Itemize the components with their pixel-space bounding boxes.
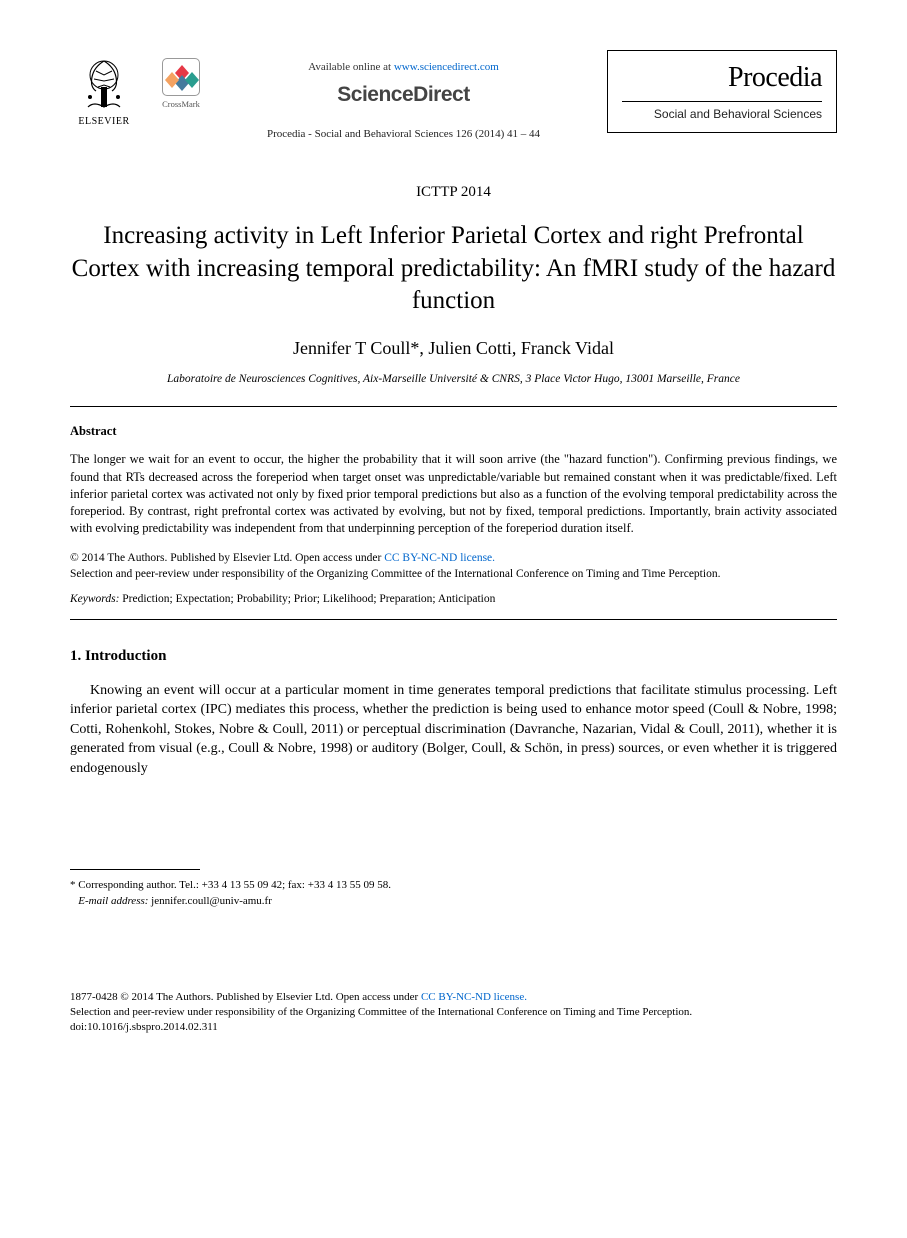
crossmark-label: CrossMark	[162, 99, 200, 110]
sciencedirect-logo: ScienceDirect	[200, 81, 607, 109]
section-1-body: Knowing an event will occur at a particu…	[70, 681, 837, 779]
procedia-box: Procedia Social and Behavioral Sciences	[607, 50, 837, 133]
keywords-line: Keywords: Prediction; Expectation; Proba…	[70, 592, 837, 608]
left-logos: ELSEVIER CrossMark	[70, 50, 200, 128]
abstract-label: Abstract	[70, 423, 837, 440]
license-link[interactable]: CC BY-NC-ND license.	[384, 552, 495, 564]
email-address: jennifer.coull@univ-amu.fr	[148, 895, 271, 907]
procedia-title: Procedia	[622, 59, 822, 102]
procedia-subtitle: Social and Behavioral Sciences	[622, 106, 822, 122]
copyright-block: © 2014 The Authors. Published by Elsevie…	[70, 550, 837, 582]
corresponding-author: * Corresponding author. Tel.: +33 4 13 5…	[70, 878, 837, 894]
footer-doi: doi:10.1016/j.sbspro.2014.02.311	[70, 1021, 218, 1033]
footnote-separator	[70, 869, 200, 870]
copyright-line1-prefix: © 2014 The Authors. Published by Elsevie…	[70, 552, 295, 564]
available-online: Available online at www.sciencedirect.co…	[200, 60, 607, 75]
footer-line1-prefix: 1877-0428 © 2014 The Authors. Published …	[70, 991, 336, 1003]
footer-block: 1877-0428 © 2014 The Authors. Published …	[70, 990, 837, 1036]
footer-open-access: Open access under	[336, 991, 421, 1003]
elsevier-logo: ELSEVIER	[70, 50, 138, 128]
copyright-line2: Selection and peer-review under responsi…	[70, 568, 720, 580]
elsevier-text: ELSEVIER	[78, 115, 129, 129]
rule-bottom	[70, 619, 837, 620]
crossmark-icon	[162, 58, 200, 96]
section-1-heading: 1. Introduction	[70, 646, 837, 666]
sciencedirect-link[interactable]: www.sciencedirect.com	[394, 61, 499, 73]
article-title: Increasing activity in Left Inferior Par…	[70, 220, 837, 318]
rule-top	[70, 406, 837, 407]
header-row: ELSEVIER CrossMark Available online at w…	[70, 50, 837, 142]
conference-name: ICTTP 2014	[70, 182, 837, 202]
footer-license-link[interactable]: CC BY-NC-ND license.	[421, 991, 527, 1003]
abstract-text: The longer we wait for an event to occur…	[70, 451, 837, 537]
footnote-block: * Corresponding author. Tel.: +33 4 13 5…	[70, 878, 837, 910]
elsevier-tree-icon	[74, 57, 134, 113]
authors: Jennifer T Coull*, Julien Cotti, Franck …	[70, 336, 837, 360]
keywords-label: Keywords:	[70, 593, 119, 605]
citation-line: Procedia - Social and Behavioral Science…	[200, 127, 607, 142]
available-prefix: Available online at	[308, 61, 394, 73]
keywords-text: Prediction; Expectation; Probability; Pr…	[119, 593, 495, 605]
footer-line2: Selection and peer-review under responsi…	[70, 1006, 692, 1018]
email-label: E-mail address:	[78, 895, 148, 907]
header-center: Available online at www.sciencedirect.co…	[200, 50, 607, 142]
affiliation: Laboratoire de Neurosciences Cognitives,…	[70, 372, 837, 388]
copyright-open-access: Open access under	[295, 552, 384, 564]
crossmark-badge[interactable]: CrossMark	[162, 58, 200, 110]
